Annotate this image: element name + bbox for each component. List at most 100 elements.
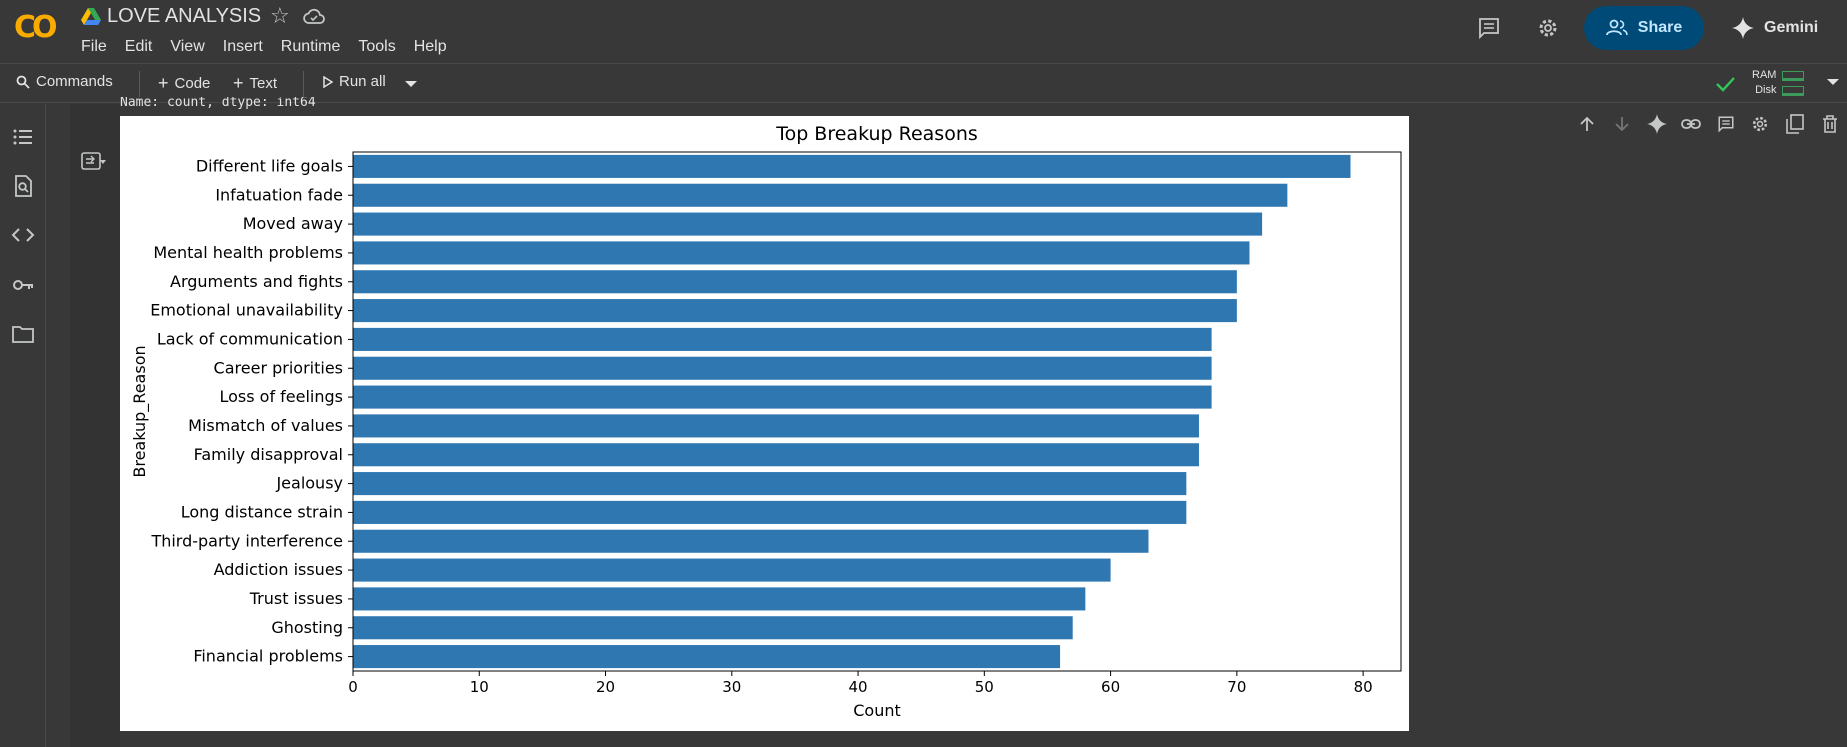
axes-frame: [352, 151, 1402, 672]
menu-runtime[interactable]: Runtime: [280, 38, 341, 55]
bar: [353, 529, 1149, 553]
gemini-sparkle-icon: [1732, 17, 1754, 39]
run-all-dropdown-icon[interactable]: [404, 79, 418, 89]
y-tick-label: Infatuation fade: [215, 185, 343, 204]
x-tick-label: 0: [348, 678, 358, 696]
mirror-icon: [1786, 114, 1804, 134]
x-tick-label: 80: [1354, 678, 1373, 696]
play-icon: [323, 75, 333, 88]
bar: [353, 356, 1212, 380]
bar: [353, 241, 1250, 265]
delete-cell-button[interactable]: [1812, 108, 1847, 140]
comment-cell-button[interactable]: [1709, 108, 1744, 140]
link-icon: [1681, 119, 1702, 129]
menu-tools[interactable]: Tools: [358, 38, 396, 55]
bar: [353, 443, 1199, 467]
resource-monitor[interactable]: RAM Disk: [1752, 68, 1805, 98]
y-tick-label: Career priorities: [214, 358, 343, 377]
menu-edit[interactable]: Edit: [124, 38, 153, 55]
arrow-down-icon: [1615, 117, 1629, 132]
notebook-toolbar: Commands + Code + Text Run all RAM Disk: [0, 65, 1847, 103]
sparkle-icon: [1646, 114, 1667, 134]
y-tick-label: Different life goals: [196, 156, 343, 175]
x-tick-label: 60: [1101, 678, 1120, 696]
plot-output: Top Breakup Reasons Different life goals I…: [120, 116, 1409, 731]
bar: [353, 154, 1351, 178]
x-tick-label: 20: [596, 678, 615, 696]
y-axis-label: Breakup_Reason: [130, 345, 150, 477]
bar: [353, 587, 1086, 611]
bar-chart: Top Breakup Reasons Different life goals I…: [130, 123, 1402, 720]
gear-icon: [1753, 116, 1768, 132]
y-tick-label: Long distance strain: [181, 502, 343, 521]
bar: [353, 558, 1111, 582]
move-up-button[interactable]: [1570, 108, 1605, 140]
x-tick-label: 10: [470, 678, 489, 696]
output-actions-icon[interactable]: [80, 150, 106, 172]
notebook-title[interactable]: LOVE ANALYSIS: [107, 5, 262, 27]
left-sidebar: [0, 104, 46, 747]
commands-button[interactable]: Commands: [16, 73, 113, 90]
gemini-button[interactable]: Gemini: [1718, 6, 1834, 50]
cloud-icon[interactable]: [302, 7, 326, 27]
add-text-button[interactable]: + Text: [233, 73, 278, 93]
find-replace-icon[interactable]: [11, 174, 35, 198]
x-tick-label: 50: [975, 678, 994, 696]
add-code-button[interactable]: + Code: [158, 73, 211, 93]
x-tick-label: 40: [849, 678, 868, 696]
files-folder-icon[interactable]: [11, 322, 35, 346]
gemini-label: Gemini: [1764, 19, 1819, 36]
menu-insert[interactable]: Insert: [222, 38, 263, 55]
bar: [353, 645, 1061, 669]
runtime-dropdown-icon[interactable]: [1826, 77, 1840, 87]
menu-file[interactable]: File: [81, 38, 107, 55]
x-tick-label: 30: [722, 678, 741, 696]
y-tick-label: Family disapproval: [194, 445, 343, 464]
move-down-button[interactable]: [1605, 108, 1640, 140]
secrets-key-icon[interactable]: [11, 273, 35, 297]
chart-title: Top Breakup Reasons: [775, 123, 978, 145]
x-tick-label: 70: [1227, 678, 1246, 696]
y-tick-label: Financial problems: [193, 647, 343, 666]
plus-icon: +: [158, 73, 169, 93]
bar: [353, 212, 1263, 236]
cell-output-text: Name: count, dtype: int64: [120, 97, 316, 110]
arrow-up-icon: [1580, 116, 1594, 131]
cell-settings-button[interactable]: [1743, 108, 1778, 140]
y-tick-label: Mental health problems: [153, 243, 343, 262]
table-of-contents-icon[interactable]: [11, 125, 35, 149]
ram-bar: [1782, 70, 1805, 81]
gemini-cell-button[interactable]: [1639, 108, 1674, 140]
y-tick-label: Moved away: [243, 214, 343, 233]
bar: [353, 500, 1187, 524]
colab-logo[interactable]: CO: [14, 10, 57, 45]
toolbar-divider: [139, 71, 140, 97]
cell-gutter: [70, 104, 120, 747]
y-tick-label: Arguments and fights: [170, 272, 343, 291]
code-snippets-icon[interactable]: [11, 223, 35, 247]
menu-view[interactable]: View: [170, 38, 205, 55]
bar: [353, 616, 1073, 640]
star-icon[interactable]: ☆: [270, 3, 290, 28]
comment-icon[interactable]: [1477, 16, 1501, 40]
x-axis-label: Count: [853, 701, 901, 720]
share-button[interactable]: Share: [1584, 6, 1704, 50]
drive-icon[interactable]: [81, 8, 101, 26]
plus-icon: +: [233, 73, 244, 93]
comment-icon: [1718, 116, 1734, 133]
mirror-cell-button[interactable]: [1778, 108, 1813, 140]
menu-help[interactable]: Help: [413, 38, 447, 55]
settings-gear-icon[interactable]: [1536, 16, 1560, 40]
link-cell-button[interactable]: [1674, 108, 1709, 140]
y-tick-label: Ghosting: [271, 618, 343, 637]
bar: [353, 299, 1237, 323]
trash-icon: [1822, 115, 1837, 133]
y-tick-label: Mismatch of values: [188, 416, 343, 435]
y-tick-label: Emotional unavailability: [150, 301, 343, 320]
app-header: CO LOVE ANALYSIS ☆ File Edit View Insert…: [0, 0, 1847, 64]
menu-bar: File Edit View Insert Runtime Tools Help: [72, 36, 456, 58]
bar: [353, 270, 1237, 294]
search-icon: [16, 75, 30, 89]
bar: [353, 385, 1212, 409]
run-all-button[interactable]: Run all: [323, 73, 386, 90]
